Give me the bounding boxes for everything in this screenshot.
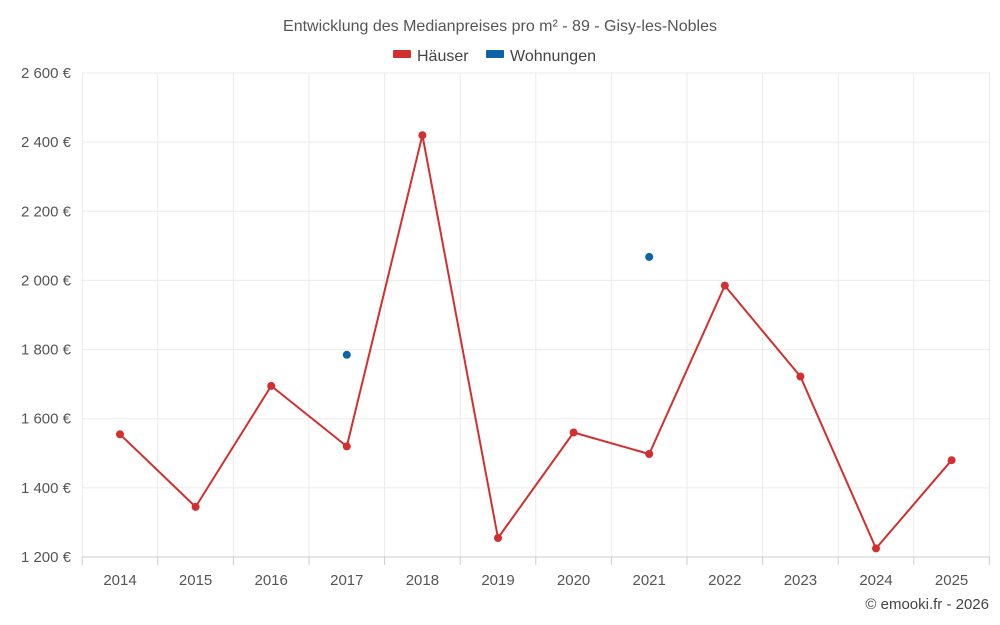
data-point-haeuser-2021[interactable]: [645, 450, 654, 458]
data-point-wohnungen-2021[interactable]: [645, 252, 654, 261]
x-tick-label: 2020: [557, 572, 590, 589]
legend-label-haeuser: Häuser: [417, 48, 469, 65]
data-point-haeuser-2015[interactable]: [191, 502, 200, 511]
legend-item-haeuser[interactable]: Häuser: [393, 48, 469, 65]
y-axis: 1 200 € 1 400 € 1 600 € 1 800 € 2 000 € 2 200…: [21, 65, 72, 566]
series-wohnungen: [342, 252, 654, 359]
data-point-haeuser-2023[interactable]: [796, 372, 805, 381]
legend-swatch-haeuser: [393, 50, 411, 58]
data-point-wohnungen-2017[interactable]: [342, 350, 351, 359]
y-tick-label: 2 000 €: [21, 272, 72, 289]
y-tick-label: 2 400 €: [21, 134, 72, 151]
x-tick-label: 2016: [255, 572, 288, 589]
y-tick-label: 1 200 €: [21, 549, 72, 566]
x-tick-label: 2017: [330, 572, 363, 589]
data-point-haeuser-2017[interactable]: [342, 442, 351, 451]
x-tick-label: 2019: [481, 572, 514, 589]
x-tick-label: 2024: [859, 572, 892, 589]
chart-title: Entwicklung des Medianpreises pro m² - 8…: [283, 18, 717, 35]
y-tick-label: 2 200 €: [21, 203, 72, 220]
y-tick-label: 1 600 €: [21, 411, 72, 428]
data-point-haeuser-2019[interactable]: [494, 534, 502, 542]
data-point-haeuser-2016[interactable]: [267, 381, 276, 390]
legend: Häuser Wohnungen: [393, 48, 596, 65]
x-tick-label: 2018: [406, 572, 439, 589]
y-tick-label: 1 800 €: [21, 342, 72, 359]
x-tick-label: 2025: [935, 572, 968, 589]
data-point-haeuser-2024[interactable]: [872, 544, 880, 553]
legend-swatch-wohnungen: [486, 50, 504, 58]
data-point-haeuser-2014[interactable]: [116, 430, 124, 439]
x-tick-label: 2023: [784, 572, 817, 589]
series-layer: [116, 131, 956, 553]
credit: © emooki.fr - 2026: [865, 596, 989, 613]
data-point-haeuser-2025[interactable]: [947, 456, 956, 465]
x-tick-label: 2021: [633, 572, 666, 589]
series-line-haeuser: [119, 134, 953, 550]
x-axis: 2014 2015 2016 2017 2018 2019 2020 2021 2022 2023…: [81, 557, 990, 589]
data-point-haeuser-2020[interactable]: [569, 428, 578, 437]
y-tick-label: 1 400 €: [21, 480, 72, 497]
legend-label-wohnungen: Wohnungen: [510, 48, 596, 65]
x-gridlines: [81, 73, 990, 557]
x-tick-label: 2015: [179, 572, 212, 589]
x-tick-label: 2014: [103, 572, 136, 589]
x-tick-label: 2022: [708, 572, 741, 589]
legend-item-wohnungen[interactable]: Wohnungen: [486, 48, 596, 65]
y-tick-label: 2 600 €: [21, 65, 72, 82]
data-point-haeuser-2018[interactable]: [418, 131, 427, 140]
series-haeuser: [116, 131, 956, 553]
data-point-haeuser-2022[interactable]: [720, 281, 729, 290]
